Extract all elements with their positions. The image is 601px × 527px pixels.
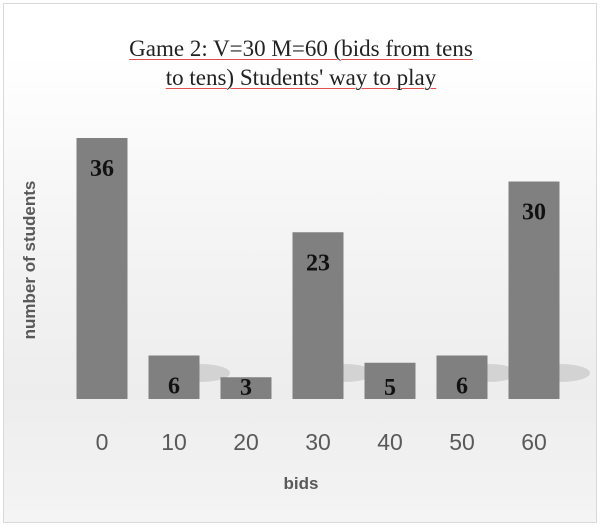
x-axis-label: bids — [283, 474, 319, 493]
x-tick-60: 60 — [521, 429, 547, 455]
chart-title-line-2: to tens) Students' way to play — [165, 65, 437, 90]
bar-10 — [148, 355, 200, 399]
chart-title: Game 2: V=30 M=60 (bids from tens to ten… — [4, 34, 598, 92]
bar-60 — [508, 181, 560, 399]
data-label-50: 6 — [456, 374, 468, 400]
data-label-0: 36 — [90, 156, 114, 182]
bar-plot: 36 0 6 10 3 20 23 30 5 40 6 50 30 60 — [76, 138, 590, 455]
bar-50 — [436, 355, 488, 399]
x-tick-30: 30 — [305, 429, 331, 455]
bar-30 — [292, 232, 344, 399]
bar-0 — [76, 138, 128, 399]
chart-area: Game 2: V=30 M=60 (bids from tens to ten… — [3, 3, 597, 523]
x-tick-0: 0 — [96, 429, 109, 455]
data-label-30: 23 — [306, 250, 330, 276]
bar-20 — [220, 377, 272, 399]
data-label-60: 30 — [522, 200, 546, 226]
data-label-20: 3 — [240, 375, 252, 401]
x-tick-20: 20 — [233, 429, 259, 455]
data-label-40: 5 — [384, 375, 396, 401]
x-tick-10: 10 — [161, 429, 187, 455]
x-tick-40: 40 — [377, 429, 403, 455]
bar-40 — [364, 362, 416, 399]
chart-title-line-1: Game 2: V=30 M=60 (bids from tens — [129, 36, 473, 61]
data-label-10: 6 — [168, 374, 180, 400]
x-tick-50: 50 — [449, 429, 475, 455]
